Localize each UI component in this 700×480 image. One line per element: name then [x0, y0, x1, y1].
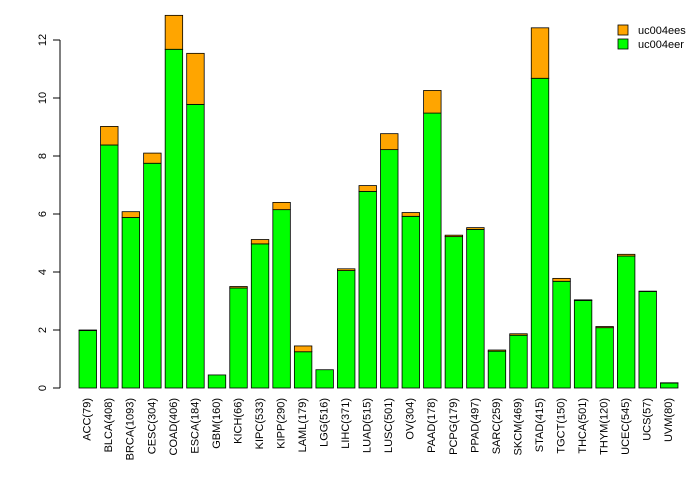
x-tick-label: BRCA(1093) — [125, 398, 137, 460]
bar-uc004ees-stad — [530, 27, 550, 79]
x-tick-label: COAD(406) — [168, 398, 180, 455]
x-tick-label: STAD(415) — [534, 398, 546, 452]
x-tick-label: KIPP(290) — [275, 398, 287, 449]
x-tick-label: PPAD(497) — [469, 398, 481, 453]
bar-uc004eer-skcm — [509, 334, 528, 389]
bar-uc004eer-coad — [164, 48, 184, 389]
x-tick-label: LIHC(371) — [340, 398, 352, 449]
bar-uc004eer-stad — [530, 77, 550, 389]
x-tick-label: ACC(79) — [82, 398, 94, 441]
bar-uc004ees-brca — [121, 211, 140, 218]
bar-uc004eer-paad — [423, 112, 442, 389]
bar-uc004ees-esca — [186, 52, 205, 105]
bar-uc004eer-kipp — [272, 209, 291, 389]
bar-uc004eer-laml — [293, 351, 313, 389]
y-tick-label: 8 — [37, 153, 49, 159]
legend-swatch-uc004ees — [617, 24, 629, 36]
bar-uc004eer-thym — [595, 327, 614, 389]
x-tick-label: SARC(259) — [491, 398, 503, 454]
legend-label-uc004ees: uc004ees — [638, 25, 686, 37]
bar-uc004eer-lgg — [315, 369, 334, 389]
x-tick-label: CESC(304) — [146, 398, 158, 454]
bar-uc004eer-ucs — [638, 291, 657, 389]
x-tick-label: PAAD(178) — [426, 398, 438, 453]
y-tick-label: 12 — [37, 34, 49, 46]
x-tick-label: UCS(57) — [642, 398, 654, 441]
bars — [78, 14, 679, 389]
bar-uc004ees-ov — [401, 212, 420, 217]
bar-uc004ees-laml — [293, 345, 313, 353]
bar-uc004ees-paad — [423, 90, 442, 114]
bar-uc004eer-gbm — [207, 374, 227, 389]
bar-uc004eer-lusc — [380, 149, 399, 389]
legend: uc004ees uc004eer — [617, 24, 686, 51]
bar-uc004ees-sarc — [487, 349, 507, 352]
bar-uc004eer-thca — [573, 300, 593, 389]
bar-uc004eer-luad — [358, 190, 377, 389]
x-axis-labels: ACC(79) BLCA(408) BRCA(1093) CESC(304) COAD(… — [82, 398, 675, 460]
x-tick-label: LUSC(501) — [383, 398, 395, 453]
bar-uc004ees-ucec — [617, 253, 636, 257]
bar-uc004eer-acc — [78, 330, 97, 389]
bar-uc004ees-ppad — [466, 227, 485, 230]
bar-uc004ees-lusc — [380, 133, 399, 151]
bar-uc004ees-kipc — [250, 239, 270, 245]
bar-uc004ees-blca — [100, 126, 119, 146]
bar-uc004ees-luad — [358, 185, 377, 192]
bar-uc004ees-thym — [595, 326, 614, 329]
bar-uc004ees-kich — [229, 286, 248, 289]
bar-uc004eer-tgct — [552, 280, 571, 389]
y-tick-label: 0 — [37, 385, 49, 391]
bar-uc004eer-ov — [401, 215, 420, 389]
x-tick-label: LUAD(515) — [362, 398, 374, 453]
bar-uc004eer-blca — [100, 144, 119, 389]
x-tick-label: GBM(160) — [211, 398, 223, 449]
x-tick-label: LGG(516) — [319, 398, 331, 447]
x-tick-label: OV(304) — [405, 398, 417, 440]
x-tick-label: ESCA(184) — [189, 398, 201, 454]
bar-uc004eer-sarc — [487, 350, 507, 389]
legend-label-uc004eer: uc004eer — [638, 39, 684, 51]
bar-uc004eer-brca — [121, 217, 140, 389]
x-tick-label: BLCA(408) — [103, 398, 115, 452]
bar-uc004ees-cesc — [143, 152, 162, 164]
bar-uc004eer-kich — [229, 287, 248, 389]
x-tick-label: KICH(66) — [232, 398, 244, 444]
y-tick-label: 6 — [37, 211, 49, 217]
x-tick-label: THCA(501) — [577, 398, 589, 454]
bar-uc004ees-tgct — [552, 277, 571, 282]
bar-uc004ees-lihc — [337, 268, 356, 271]
bar-uc004ees-coad — [164, 14, 184, 50]
x-tick-label: PCPG(179) — [448, 398, 460, 455]
y-tick-label: 2 — [37, 327, 49, 333]
bar-uc004eer-kipc — [250, 243, 270, 389]
x-tick-label: SKCM(469) — [512, 398, 524, 455]
y-axis: 0 2 4 6 8 10 12 — [37, 34, 61, 391]
x-tick-label: LAML(179) — [297, 398, 309, 452]
bar-uc004eer-ppad — [466, 228, 485, 389]
x-tick-label: TGCT(150) — [555, 398, 567, 454]
x-tick-label: UVM(80) — [663, 398, 675, 442]
bar-uc004ees-acc — [78, 329, 97, 331]
bar-uc004eer-pcpg — [444, 236, 464, 389]
bar-uc004ees-pcpg — [444, 234, 464, 238]
y-tick-label: 10 — [37, 92, 49, 104]
bar-uc004eer-uvm — [660, 382, 679, 389]
bar-uc004ees-thca — [573, 299, 593, 301]
x-tick-label: THYM(120) — [599, 398, 611, 455]
x-tick-label: KIPC(533) — [254, 398, 266, 449]
x-tick-label: UCEC(545) — [620, 398, 632, 455]
legend-swatch-uc004eer — [617, 38, 629, 50]
bar-uc004eer-lihc — [337, 270, 356, 389]
bar-uc004eer-ucec — [617, 255, 636, 389]
bar-uc004ees-kipp — [272, 201, 291, 211]
bar-uc004eer-cesc — [143, 162, 162, 389]
bar-uc004ees-skcm — [509, 333, 528, 336]
bar-uc004eer-esca — [186, 103, 205, 389]
y-tick-label: 4 — [37, 269, 49, 275]
